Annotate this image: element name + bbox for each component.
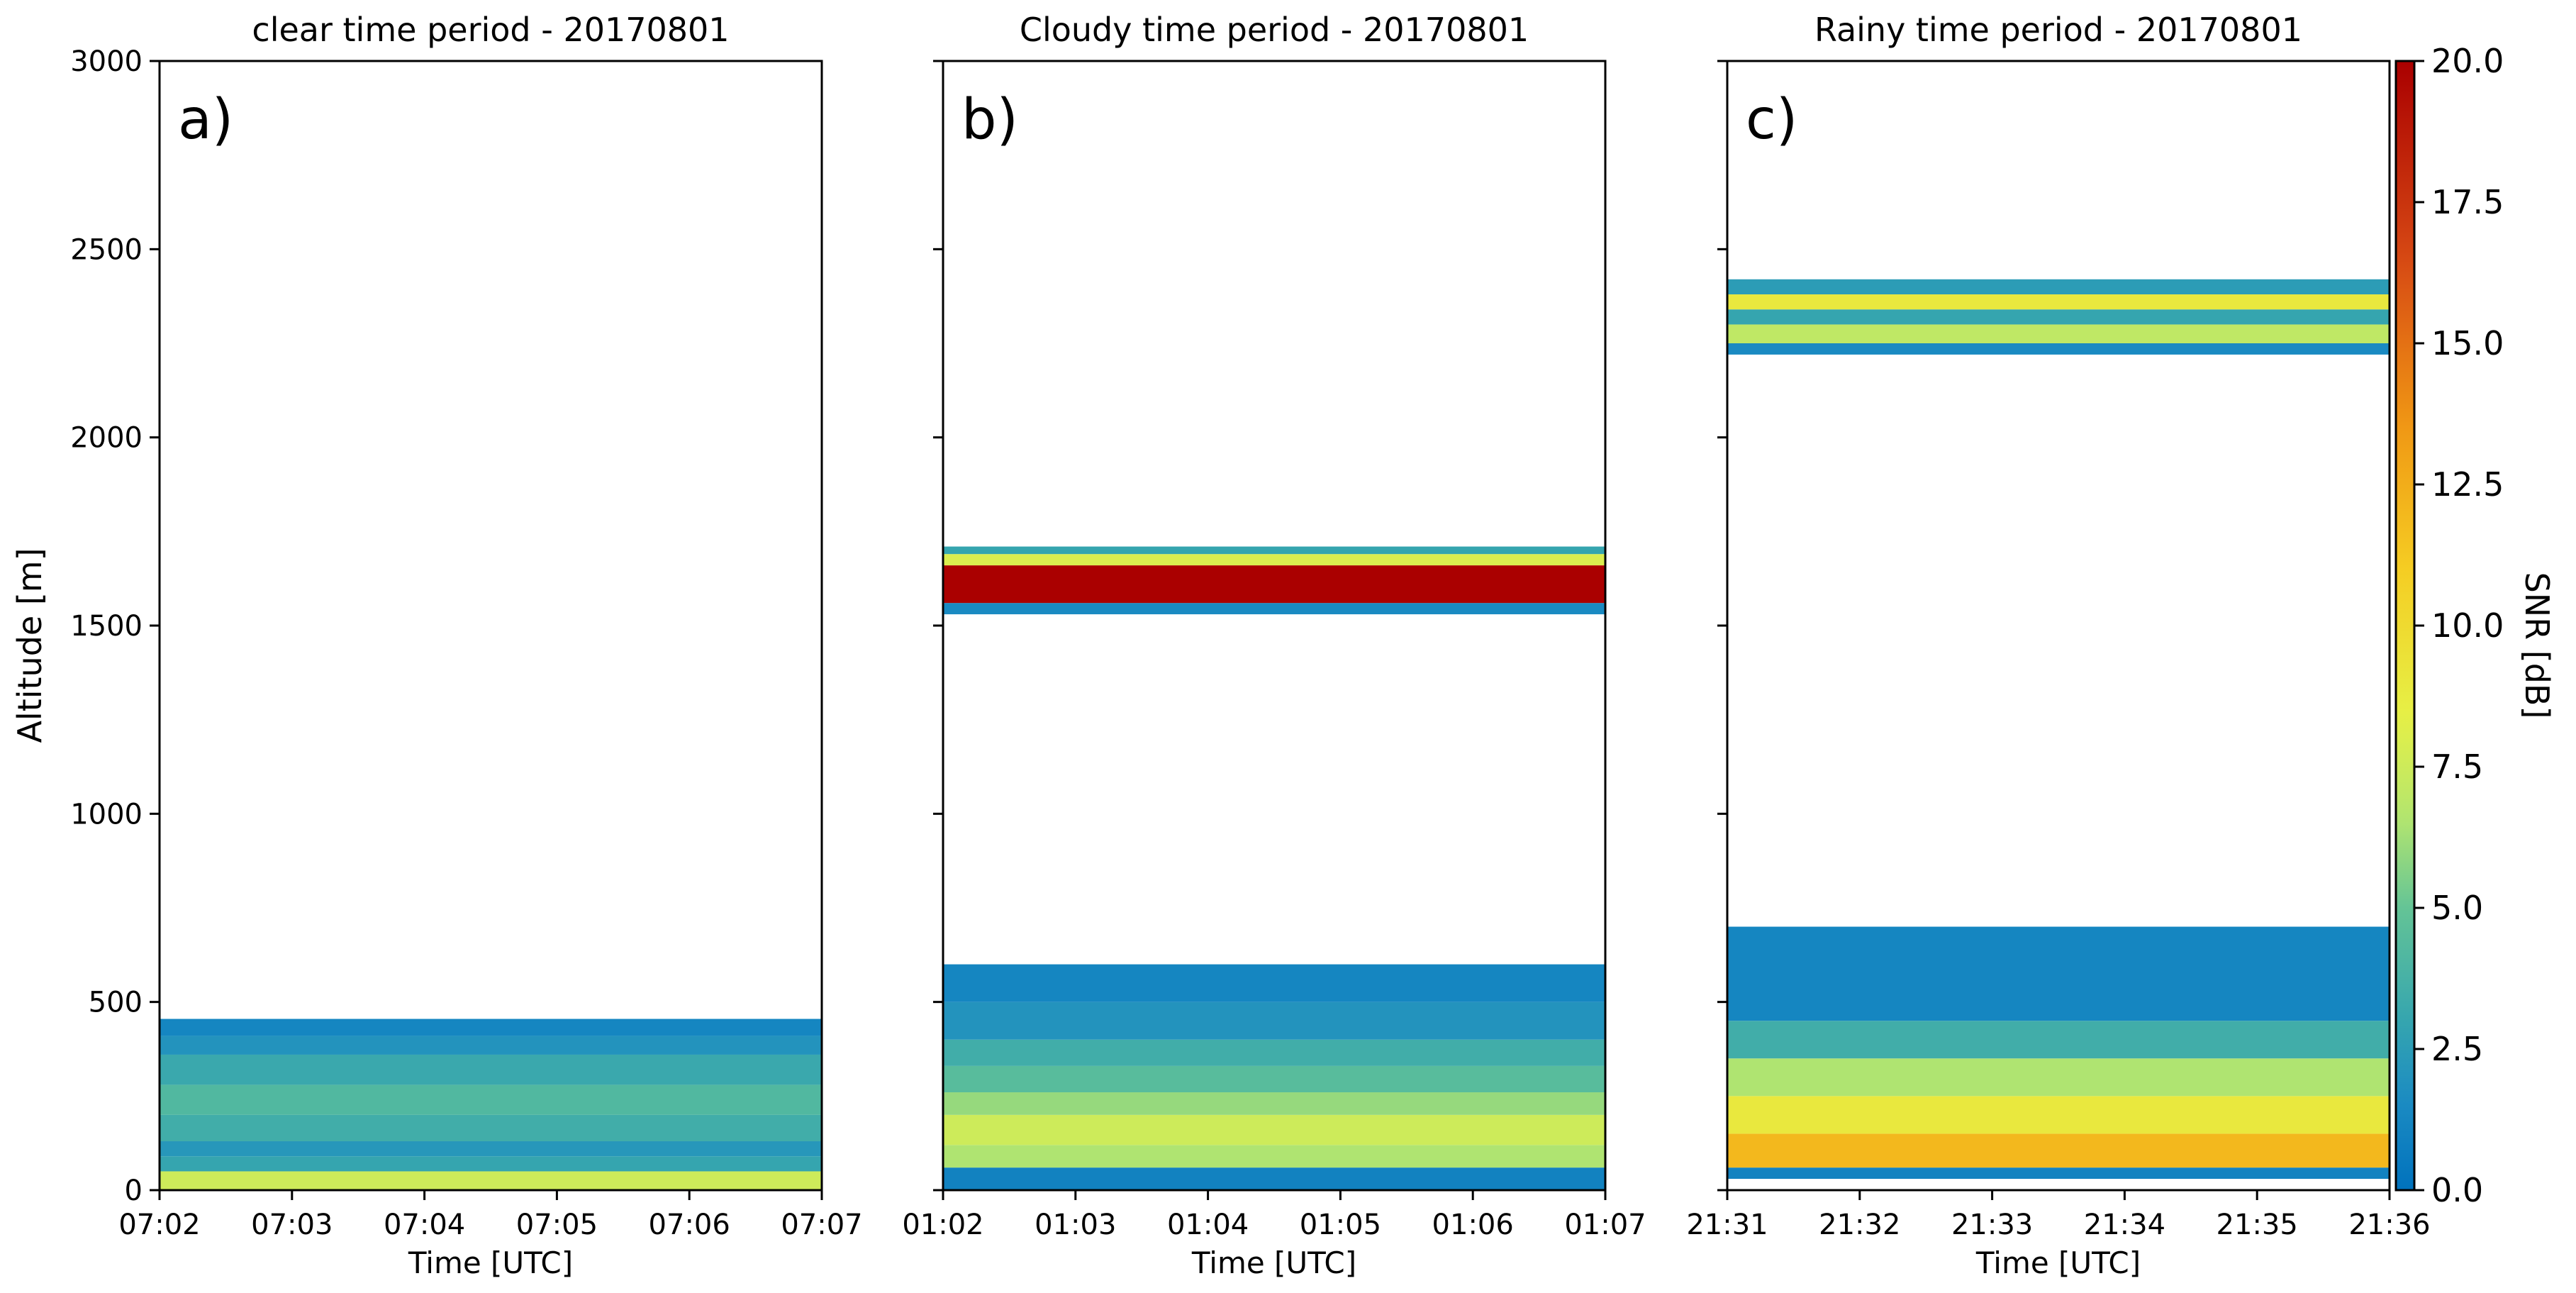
snr-layer (160, 1084, 822, 1115)
y-tick-label: 500 (89, 987, 143, 1019)
snr-layer (160, 1171, 822, 1190)
x-axis-label: Time [UTC] (1975, 1245, 2141, 1280)
panel-3: Rainy time period - 20170801 c) 21:31 21:32… (1686, 11, 2430, 1280)
panel-title: Rainy time period - 20170801 (1814, 11, 2302, 49)
x-tick-label: 07:07 (781, 1209, 862, 1241)
y-tick-label: 0 (125, 1175, 143, 1207)
x-tick-label: 21:33 (1951, 1209, 2033, 1241)
snr-layer (1727, 1021, 2390, 1059)
panel-label: a) (178, 88, 233, 152)
y-tick-label: 3000 (70, 45, 143, 78)
snr-layer (943, 1001, 1605, 1040)
snr-layer (160, 1036, 822, 1055)
colorbar-tick-label: 10.0 (2431, 606, 2504, 645)
snr-layer (943, 1114, 1605, 1145)
x-tick-label: 01:06 (1432, 1209, 1514, 1241)
y-axis-label: Altitude [m] (11, 548, 49, 743)
x-tick-label: 07:03 (251, 1209, 333, 1241)
x-axis-label: Time [UTC] (1191, 1245, 1356, 1280)
y-tick-label: 1500 (70, 610, 143, 643)
x-tick-label: 01:03 (1035, 1209, 1116, 1241)
snr-layer (1727, 294, 2390, 310)
snr-layer (1727, 1096, 2390, 1134)
x-tick-label: 21:31 (1686, 1209, 1768, 1241)
snr-layer (943, 603, 1605, 615)
snr-layer (160, 1156, 822, 1172)
panel-label: b) (961, 88, 1018, 152)
colorbar-tick-label: 5.0 (2431, 889, 2483, 927)
x-tick-label: 01:04 (1167, 1209, 1249, 1241)
panel-title: clear time period - 20170801 (252, 11, 729, 49)
colorbar-scale (2394, 60, 2416, 1192)
colorbar-tick-label: 20.0 (2431, 42, 2504, 80)
x-tick-label: 07:05 (516, 1209, 598, 1241)
panel-1: clear time period - 20170801 a) 0 500 1000 15… (70, 11, 862, 1280)
snr-layer (943, 1039, 1605, 1066)
snr-layer (943, 565, 1605, 604)
snr-layer (943, 1145, 1605, 1168)
x-tick-label: 07:06 (649, 1209, 730, 1241)
snr-layer (943, 1092, 1605, 1115)
snr-layer (1727, 309, 2390, 325)
x-tick-label: 07:02 (118, 1209, 200, 1241)
panel-title: Cloudy time period - 20170801 (1020, 11, 1529, 49)
x-tick-label: 21:32 (1819, 1209, 1900, 1241)
x-axis-label: Time [UTC] (408, 1245, 573, 1280)
x-tick-label: 01:02 (902, 1209, 983, 1241)
panel-label: c) (1746, 88, 1797, 152)
y-tick-label: 2500 (70, 233, 143, 266)
y-tick-label: 2000 (70, 422, 143, 455)
x-tick-label: 21:36 (2348, 1209, 2430, 1241)
x-tick-label: 01:05 (1300, 1209, 1381, 1241)
snr-layer (943, 1167, 1605, 1190)
x-tick-label: 21:35 (2217, 1209, 2298, 1241)
x-tick-label: 01:07 (1564, 1209, 1646, 1241)
snr-layer (1727, 279, 2390, 295)
snr-layer (943, 546, 1605, 555)
snr-layer (1727, 1167, 2390, 1180)
snr-layer (160, 1019, 822, 1036)
colorbar-tick-label: 15.0 (2431, 324, 2504, 362)
snr-layer (943, 1065, 1605, 1093)
colorbar-tick-label: 17.5 (2431, 183, 2504, 221)
colorbar-tick-label: 2.5 (2431, 1030, 2483, 1068)
colorbar-tick-label: 0.0 (2431, 1171, 2483, 1209)
x-tick-label: 07:04 (384, 1209, 465, 1241)
y-tick-label: 1000 (70, 798, 143, 831)
colorbar-tick-label: 12.5 (2431, 465, 2504, 504)
snr-layer (1727, 1058, 2390, 1097)
snr-layer (160, 1114, 822, 1142)
x-tick-label: 21:34 (2084, 1209, 2165, 1241)
colorbar-tick-label: 7.5 (2431, 748, 2483, 786)
colorbar: 0.0 2.5 5.0 7.5 10.0 12.5 15.0 17.5 20.0 (2394, 42, 2504, 1209)
snr-layer (943, 554, 1605, 566)
colorbar-label: SNR [dB] (2518, 572, 2556, 719)
panels: clear time period - 20170801 a) 0 500 1000 15… (70, 11, 2430, 1280)
snr-layer (1727, 324, 2390, 343)
panel-2: Cloudy time period - 20170801 b) 01:02 01:0… (902, 11, 1646, 1280)
snr-layer (1727, 343, 2390, 355)
snr-layer (943, 964, 1605, 1002)
snr-layer (160, 1141, 822, 1157)
snr-layer (1727, 926, 2390, 1021)
snr-layer (1727, 1133, 2390, 1168)
snr-layer (160, 1054, 822, 1085)
